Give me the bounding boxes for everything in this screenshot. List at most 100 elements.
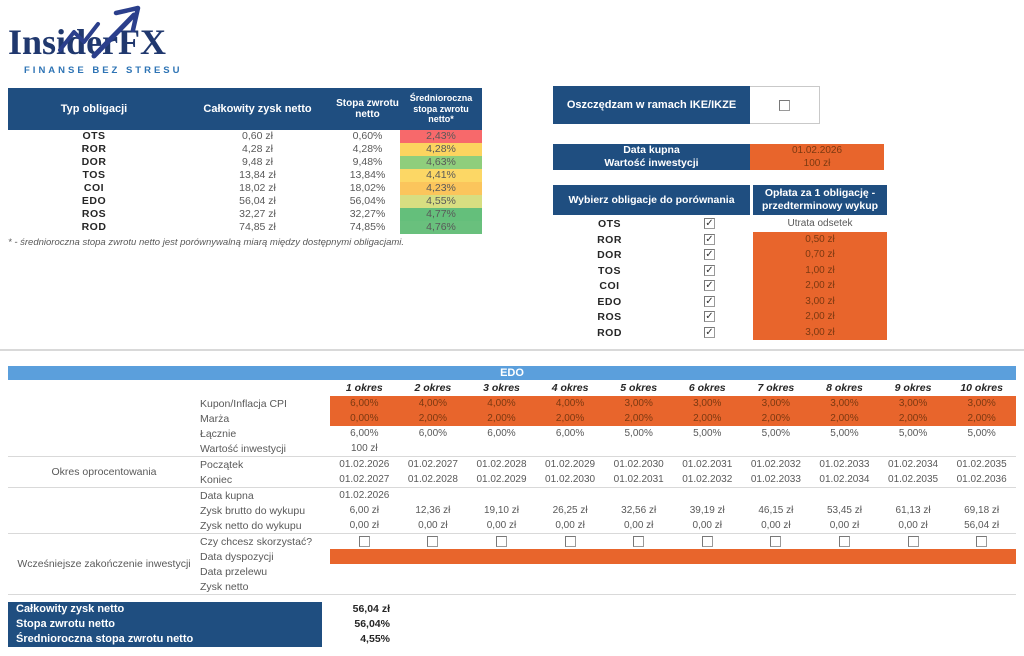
edo-value-cell: 6,00% bbox=[418, 428, 448, 439]
edo-input-cell[interactable] bbox=[672, 549, 742, 564]
bond-annual-rate: 4,77% bbox=[400, 208, 482, 221]
edo-input-cell[interactable]: 3,00% bbox=[810, 396, 879, 411]
edo-input-cell[interactable]: 2,00% bbox=[810, 411, 879, 426]
period-checkbox[interactable] bbox=[770, 535, 782, 547]
edo-input-cell[interactable]: 3,00% bbox=[741, 396, 811, 411]
selection-checkbox-cell bbox=[666, 308, 753, 326]
ike-checkbox[interactable] bbox=[779, 99, 790, 111]
edo-input-cell[interactable]: 4,00% bbox=[467, 396, 536, 411]
section-divider bbox=[0, 349, 1024, 351]
edo-input-cell[interactable] bbox=[398, 549, 468, 564]
edo-input-cell[interactable] bbox=[947, 549, 1016, 564]
edo-value-cell: 01.02.2036 bbox=[956, 474, 1007, 485]
edo-checkbox-cell bbox=[810, 534, 879, 549]
edo-input-cell[interactable]: 0,00% bbox=[330, 411, 399, 426]
period-checkbox[interactable] bbox=[633, 535, 645, 547]
edo-input-cell[interactable] bbox=[330, 549, 399, 564]
period-checkbox[interactable] bbox=[976, 535, 988, 547]
selection-checkbox[interactable] bbox=[704, 326, 715, 338]
bond-return-rate: 32,27% bbox=[349, 208, 386, 220]
edo-value-cell: 01.02.2031 bbox=[682, 459, 733, 470]
selection-row: OTS Utrata odsetek bbox=[553, 215, 887, 231]
edo-input-cell[interactable] bbox=[810, 549, 879, 564]
edo-input-cell[interactable]: 2,00% bbox=[398, 411, 468, 426]
edo-value-cell bbox=[947, 564, 1016, 579]
edo-input-cell[interactable]: 4,00% bbox=[535, 396, 605, 411]
selection-bond-label: DOR bbox=[597, 249, 622, 261]
selection-checkbox[interactable] bbox=[704, 233, 715, 245]
edo-input-cell[interactable]: 2,00% bbox=[672, 411, 742, 426]
edo-input-cell[interactable]: 2,00% bbox=[741, 411, 811, 426]
selection-checkbox-cell bbox=[666, 293, 753, 311]
selection-checkbox[interactable] bbox=[704, 311, 715, 323]
edo-sections: Kupon/Inflacja CPI 6,00% 4,00% 4,00% 4,00% 3,… bbox=[8, 396, 1016, 594]
edo-value-cell bbox=[673, 441, 742, 456]
bond-total-profit: 74,85 zł bbox=[239, 221, 276, 233]
edo-input-cell[interactable]: 2,00% bbox=[878, 411, 948, 426]
selection-checkbox[interactable] bbox=[704, 249, 715, 261]
edo-value-cell bbox=[810, 488, 879, 503]
edo-value-cell: 6,00% bbox=[350, 428, 379, 439]
selection-fee[interactable]: 0,50 zł bbox=[753, 231, 887, 248]
edo-input-cell[interactable]: 3,00% bbox=[604, 396, 673, 411]
edo-value-cell: 01.02.2026 bbox=[339, 459, 390, 470]
edo-input-cell[interactable]: 3,00% bbox=[878, 396, 948, 411]
edo-value-cell: 01.02.2034 bbox=[888, 459, 939, 470]
edo-value-cell: 01.02.2029 bbox=[545, 459, 596, 470]
edo-input-cell[interactable] bbox=[604, 549, 673, 564]
edo-input-cell[interactable] bbox=[741, 549, 811, 564]
bond-return-rate: 9,48% bbox=[352, 156, 383, 168]
edo-checkbox-cell bbox=[673, 534, 742, 549]
period-checkbox[interactable] bbox=[495, 535, 507, 547]
edo-input-cell[interactable]: 2,00% bbox=[467, 411, 536, 426]
edo-value-cell bbox=[536, 441, 605, 456]
edo-value-cell: 01.02.2032 bbox=[750, 459, 801, 470]
edo-input-cell[interactable]: 6,00% bbox=[330, 396, 399, 411]
edo-group-label: Wcześniejsze zakończenie inwestycji bbox=[17, 558, 191, 570]
edo-input-cell[interactable] bbox=[535, 549, 605, 564]
bond-row: ROD 74,85 zł 74,85% 4,76% bbox=[8, 221, 482, 234]
period-checkbox[interactable] bbox=[838, 535, 850, 547]
selection-fee[interactable]: 0,70 zł bbox=[753, 247, 887, 263]
edo-input-cell[interactable] bbox=[467, 549, 536, 564]
period-header-cell: 8 okres bbox=[826, 382, 863, 394]
edo-value-cell: 01.02.2027 bbox=[339, 474, 390, 485]
period-checkbox[interactable] bbox=[427, 535, 439, 547]
edo-input-cell[interactable]: 2,00% bbox=[535, 411, 605, 426]
selection-checkbox[interactable] bbox=[704, 295, 715, 307]
selection-fee[interactable]: 2,00 zł bbox=[753, 278, 887, 294]
period-checkbox[interactable] bbox=[358, 535, 370, 547]
edo-input-cell[interactable]: 4,00% bbox=[398, 396, 468, 411]
edo-value-cell: 0,00 zł bbox=[692, 520, 722, 531]
bond-type-label: ROR bbox=[81, 143, 107, 155]
edo-value-cell bbox=[399, 579, 468, 594]
edo-input-cell[interactable] bbox=[878, 549, 948, 564]
bond-annual-rate: 4,28% bbox=[400, 143, 482, 156]
purchase-value-input[interactable]: 100 zł bbox=[750, 157, 884, 170]
selection-fee[interactable]: 2,00 zł bbox=[753, 309, 887, 325]
selection-row: ROD 3,00 zł bbox=[553, 324, 887, 341]
edo-input-cell[interactable]: 3,00% bbox=[947, 396, 1016, 411]
purchase-value-input[interactable]: 01.02.2026 bbox=[750, 144, 884, 157]
brand-name: InsiderFX bbox=[8, 22, 167, 62]
selection-checkbox[interactable] bbox=[704, 218, 715, 230]
selection-fee[interactable]: 3,00 zł bbox=[753, 324, 887, 341]
edo-input-cell[interactable]: 2,00% bbox=[604, 411, 673, 426]
selection-checkbox[interactable] bbox=[704, 280, 715, 292]
period-checkbox[interactable] bbox=[907, 535, 919, 547]
edo-row-label: Zysk brutto do wykupu bbox=[200, 504, 306, 517]
bond-total-profit: 13,84 zł bbox=[239, 169, 276, 181]
logo: InsiderFX FINANSE BEZ STRESU bbox=[8, 4, 208, 76]
selection-fee[interactable]: 1,00 zł bbox=[753, 262, 887, 279]
edo-row-label: Data przelewu bbox=[200, 565, 268, 578]
edo-value-cell bbox=[330, 579, 399, 594]
period-checkbox[interactable] bbox=[701, 535, 713, 547]
selection-checkbox[interactable] bbox=[704, 264, 715, 276]
edo-input-cell[interactable]: 3,00% bbox=[672, 396, 742, 411]
selection-checkbox-cell bbox=[666, 215, 753, 233]
purchase-panel: Data kupna 01.02.2026 Wartość inwestycji 10… bbox=[553, 144, 884, 170]
selection-fee[interactable]: 3,00 zł bbox=[753, 293, 887, 310]
bond-row: COI 18,02 zł 18,02% 4,23% bbox=[8, 182, 482, 195]
period-checkbox[interactable] bbox=[564, 535, 576, 547]
edo-input-cell[interactable]: 2,00% bbox=[947, 411, 1016, 426]
